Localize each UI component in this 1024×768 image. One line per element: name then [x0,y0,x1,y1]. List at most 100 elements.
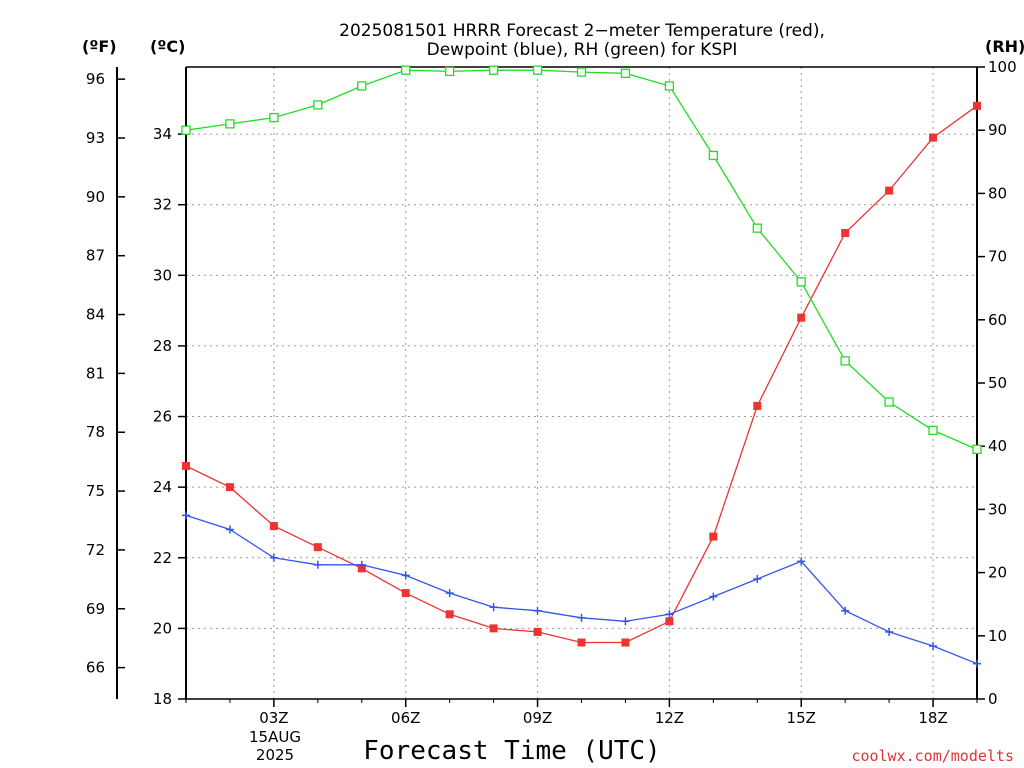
fahrenheit-tick-label: 90 [86,188,105,206]
x-tick-label: 15Z [787,709,816,727]
point-rh [401,65,411,75]
x-tick-label: 09Z [523,709,552,727]
fahrenheit-tick-label: 96 [86,70,105,88]
point-temperature [841,228,850,237]
series-group [181,65,982,668]
point-rh [928,425,938,436]
point-temperature [885,186,894,195]
rh-tick-label: 70 [988,248,1007,266]
rh-tick-label: 10 [988,627,1007,645]
rh-tick-label: 90 [988,121,1007,139]
point-rh [796,277,806,287]
point-rh [664,81,675,91]
point-rh [620,68,631,78]
fahrenheit-tick-label: 69 [86,600,105,618]
point-rh [225,119,235,129]
point-dewpoint [621,617,630,626]
point-rh [576,67,587,77]
point-dewpoint [709,592,718,601]
point-temperature [929,133,938,142]
fahrenheit-tick-label: 72 [86,541,105,559]
chart-subtitle: Dewpoint (blue), RH (green) for KSPI [427,40,738,60]
point-rh [708,150,718,161]
fahrenheit-tick-label: 87 [86,247,105,265]
point-rh [972,444,982,455]
point-temperature [269,521,278,530]
point-dewpoint [401,571,410,580]
point-dewpoint [357,560,366,569]
point-rh [181,125,191,135]
fahrenheit-tick-label: 75 [86,482,105,500]
point-rh [445,66,455,77]
celsius-tick-label: 28 [153,337,172,355]
fahrenheit-tick-label: 78 [86,423,105,441]
point-dewpoint [797,557,806,566]
point-temperature [313,543,322,552]
x-tick-label: 18Z [918,709,947,727]
point-temperature [621,638,630,647]
fahrenheit-tick-label: 66 [86,659,105,677]
series-line-temperature [185,105,978,644]
point-temperature [401,589,410,598]
rh-tick-label: 100 [988,58,1017,76]
point-dewpoint [753,574,762,583]
point-temperature [577,638,586,647]
point-dewpoint [665,610,674,619]
fahrenheit-tick-label: 81 [86,364,105,382]
rh-tick-label: 50 [988,374,1007,392]
fahrenheit-tick-label: 93 [86,129,105,147]
x-tick-label: 06Z [391,709,420,727]
celsius-tick-label: 22 [153,549,172,567]
x-tick-label: 12Z [655,709,684,727]
point-dewpoint [929,642,938,651]
rh-tick-label: 60 [988,311,1007,329]
rh-tick-label: 80 [988,184,1007,202]
rh-tick-label: 20 [988,564,1007,582]
point-dewpoint [533,606,542,615]
point-dewpoint [313,560,322,569]
point-dewpoint [269,553,278,562]
celsius-tick-label: 26 [153,408,172,426]
point-dewpoint [841,606,850,615]
rh-tick-label: 30 [988,500,1007,518]
series-line-rh [185,69,978,450]
point-rh [313,100,323,110]
point-dewpoint [182,511,190,520]
point-rh [884,397,894,407]
celsius-tick-label: 30 [153,266,172,284]
date-label-day: 15AUG [249,728,301,746]
celsius-tick-label: 32 [153,196,172,214]
point-rh [840,356,850,366]
point-dewpoint [885,627,894,636]
unit-label-rh: (RH) [985,37,1024,56]
fahrenheit-tick-label: 84 [86,306,105,324]
point-dewpoint [225,525,234,534]
axes: 18 20 22 24 26 28 30 32 34 66 69 72 75 78 81 84 87 90 93 96… [86,58,1017,727]
grid [186,67,977,699]
rh-tick-label: 0 [988,690,998,708]
point-temperature [225,483,234,492]
series-temperature [182,101,981,647]
x-axis-label: Forecast Time (UTC) [363,736,660,766]
credit-text: coolwx.com/modelts [851,747,1014,765]
point-temperature [973,101,981,110]
point-temperature [665,617,674,626]
point-dewpoint [973,659,981,668]
point-rh [357,81,367,91]
celsius-tick-label: 18 [153,690,172,708]
point-dewpoint [489,603,498,612]
celsius-tick-label: 24 [153,478,172,496]
point-temperature [709,532,718,541]
point-temperature [533,627,542,636]
point-dewpoint [577,613,586,622]
point-rh [752,223,762,233]
series-rh [181,65,982,455]
x-tick-label: 03Z [259,709,288,727]
unit-label-celsius: (ºC) [150,37,185,56]
point-temperature [489,624,498,633]
point-rh [269,112,279,123]
point-temperature [445,610,454,619]
point-rh [532,65,543,75]
celsius-tick-label: 20 [153,619,172,637]
